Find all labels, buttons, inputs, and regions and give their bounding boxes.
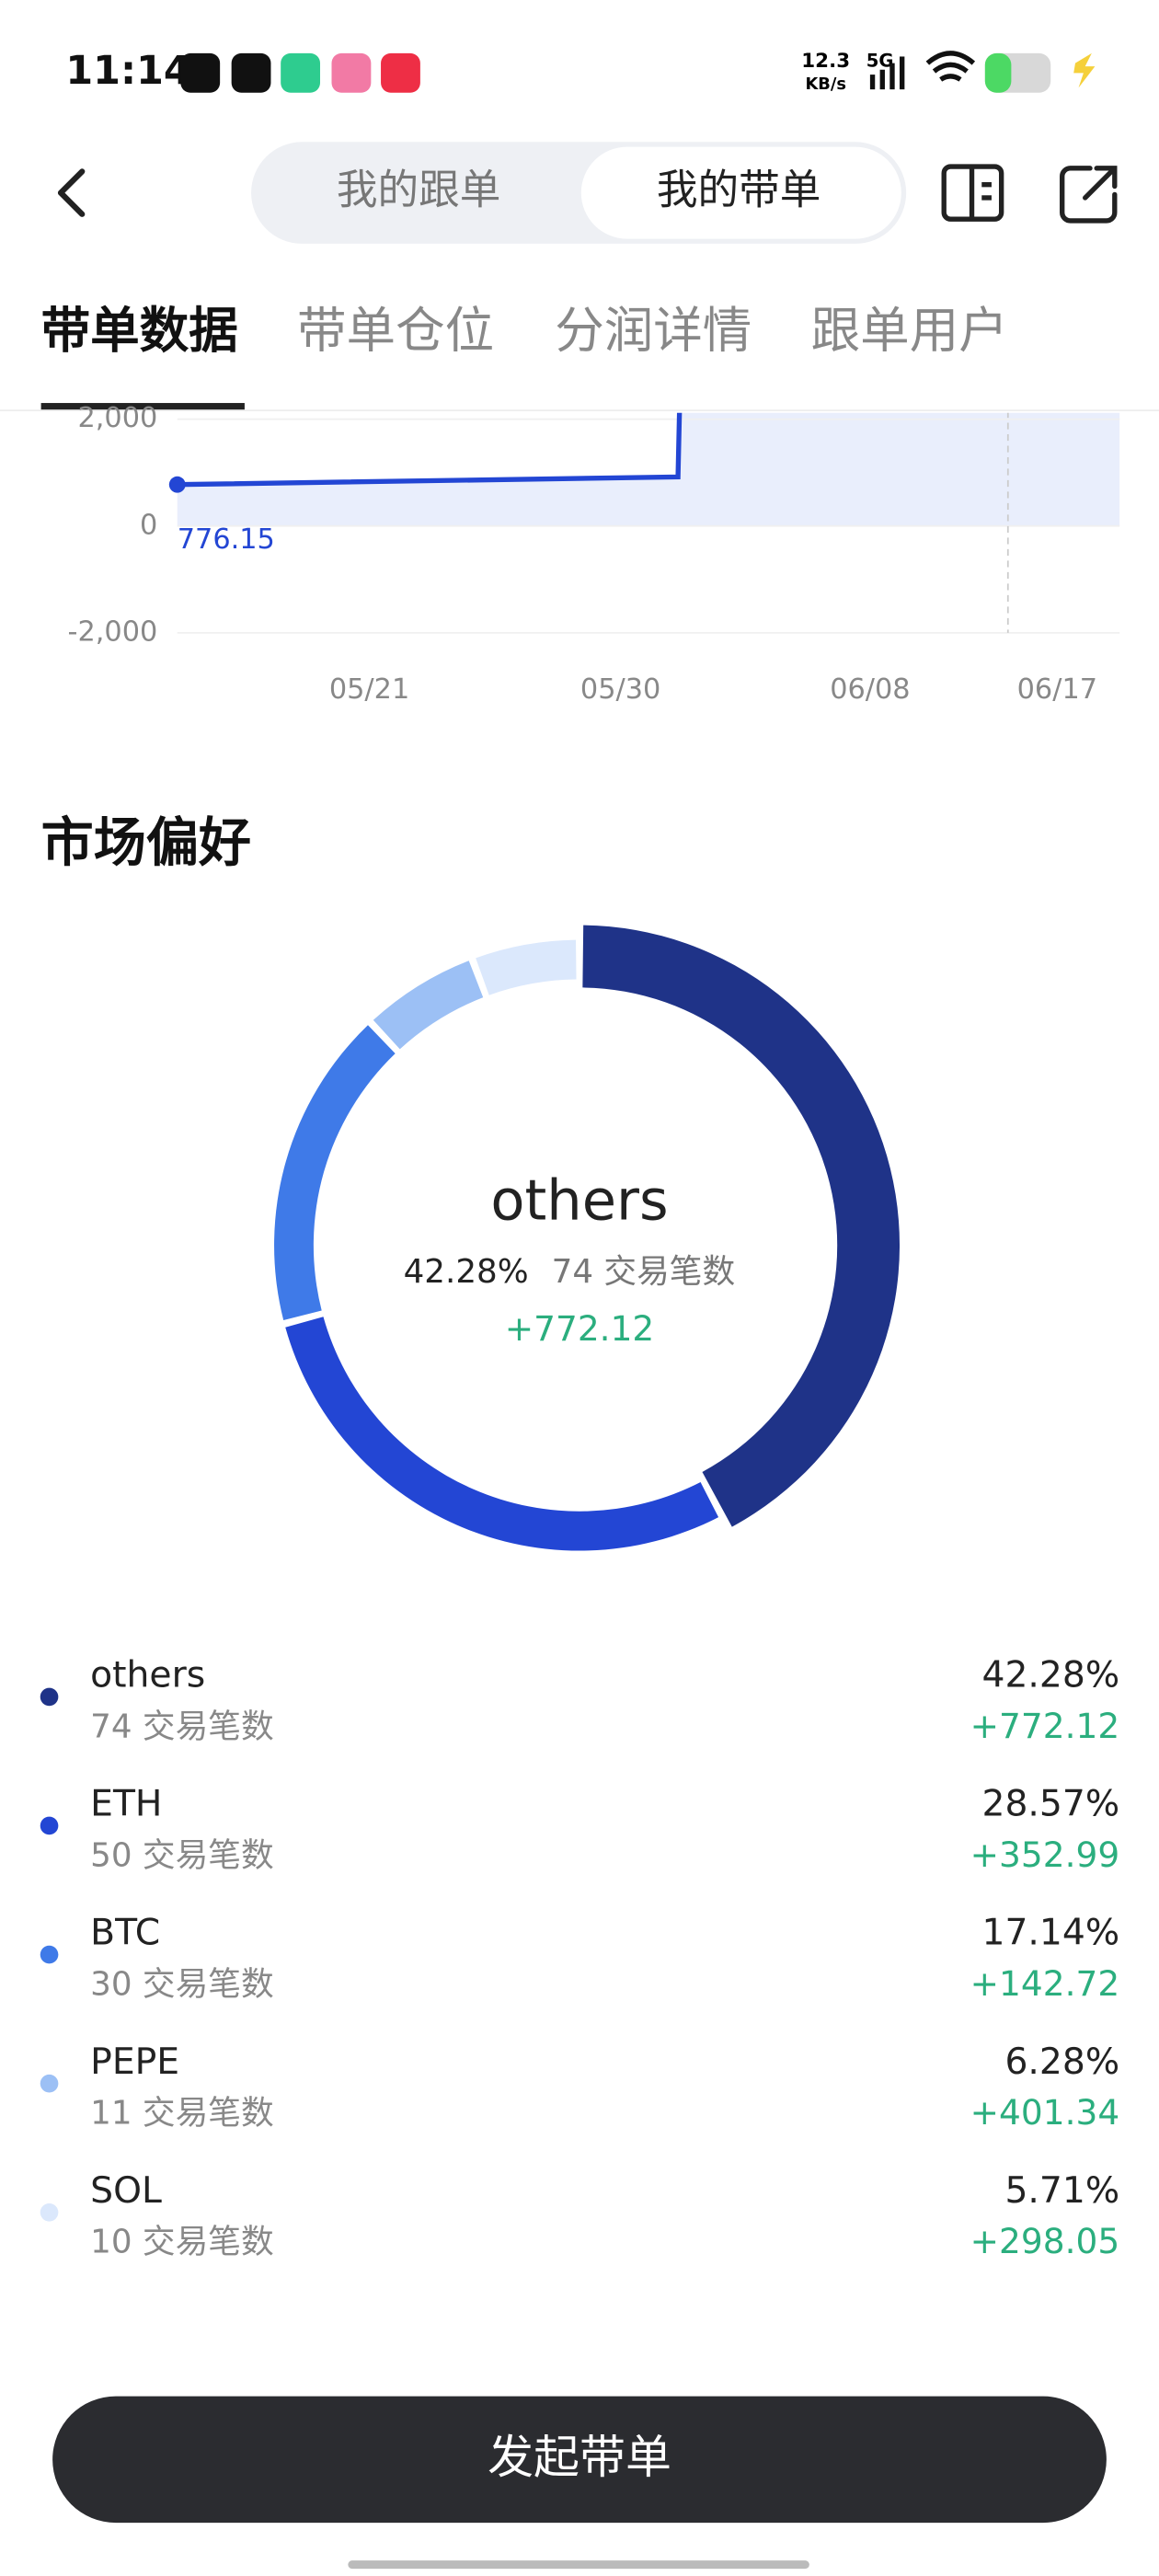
button-label[interactable]: 发起带单 xyxy=(488,2431,671,2484)
net-speed: 12.3 xyxy=(801,50,850,73)
legend-count: 50 交易笔数 xyxy=(90,1836,274,1874)
donut-segment[interactable] xyxy=(285,1317,719,1551)
legend-pnl: +401.34 xyxy=(970,2092,1120,2133)
legend-count: 10 交易笔数 xyxy=(90,2224,274,2261)
legend-count: 74 交易笔数 xyxy=(90,1708,274,1745)
legend-dot xyxy=(40,2074,59,2093)
x-tick-label: 05/30 xyxy=(580,673,660,706)
section-title: 市场偏好 xyxy=(41,813,251,874)
center-pnl: +772.12 xyxy=(505,1308,655,1349)
share-icon[interactable] xyxy=(1060,166,1118,224)
legend-pnl: +142.72 xyxy=(970,1963,1120,2004)
legend-name[interactable]: others xyxy=(90,1654,205,1696)
line xyxy=(177,412,683,488)
legend-pct: 42.28% xyxy=(981,1654,1119,1696)
x-tick-label: 05/21 xyxy=(329,673,409,706)
tab[interactable]: 跟单用户 xyxy=(811,302,1008,360)
tab[interactable]: 分润详情 xyxy=(555,302,752,360)
legend-name[interactable]: SOL xyxy=(90,2170,162,2212)
center-count: 74 交易笔数 xyxy=(552,1253,736,1291)
legend-pnl: +352.99 xyxy=(970,1834,1120,1875)
segment-active xyxy=(580,146,901,239)
donut-segment[interactable] xyxy=(582,925,901,1527)
y-tick-label: 0 xyxy=(140,509,157,541)
center-name: others xyxy=(490,1169,668,1234)
legend-dot xyxy=(40,1687,59,1707)
y-tick-label: 2,000 xyxy=(78,402,158,434)
legend-pnl: +298.05 xyxy=(970,2221,1120,2261)
x-tick-label: 06/17 xyxy=(1017,673,1097,706)
legend-pct: 6.28% xyxy=(1004,2041,1119,2083)
legend-name[interactable]: BTC xyxy=(90,1913,160,1954)
legend-dot xyxy=(40,2202,59,2222)
tab[interactable]: 带单仓位 xyxy=(297,302,494,360)
donut-segment[interactable] xyxy=(373,960,484,1050)
home-indicator xyxy=(348,2560,809,2570)
legend-name[interactable]: PEPE xyxy=(90,2041,179,2083)
chart: 776.15 xyxy=(168,412,1120,634)
tab[interactable]: 带单数据 xyxy=(41,302,238,360)
legend-pct: 28.57% xyxy=(981,1784,1119,1825)
legend-dot xyxy=(40,1945,59,1964)
network: 5G xyxy=(866,50,894,71)
legend-pnl: +772.12 xyxy=(970,1706,1120,1746)
segment-tab[interactable]: 我的带单 xyxy=(657,167,820,214)
status-icons xyxy=(869,51,1096,93)
legend-dot xyxy=(40,1816,59,1835)
area xyxy=(177,412,1120,526)
legend-count: 11 交易笔数 xyxy=(90,2095,274,2133)
legend-pct: 5.71% xyxy=(1004,2170,1119,2212)
start-button[interactable] xyxy=(52,2396,1107,2524)
net-speed-unit: KB/s xyxy=(805,75,846,94)
segment-tab[interactable]: 我的跟单 xyxy=(337,167,500,214)
start-point xyxy=(168,476,186,493)
center-pct: 42.28% xyxy=(404,1253,529,1291)
y-tick-label: -2,000 xyxy=(68,615,158,648)
app-icons xyxy=(180,52,420,93)
legend-count: 30 交易笔数 xyxy=(90,1965,274,2003)
back[interactable] xyxy=(57,168,86,217)
guide-icon[interactable] xyxy=(941,164,1004,222)
x-tick-label: 06/08 xyxy=(830,673,910,706)
donut-segment[interactable] xyxy=(476,939,577,995)
legend-name[interactable]: ETH xyxy=(90,1784,162,1825)
tab-underline xyxy=(40,403,245,410)
data-label: 776.15 xyxy=(178,523,275,556)
legend-pct: 17.14% xyxy=(981,1913,1119,1954)
donut-segment[interactable] xyxy=(274,1025,396,1321)
divider xyxy=(0,409,1159,411)
time: 11:14 xyxy=(65,48,190,94)
